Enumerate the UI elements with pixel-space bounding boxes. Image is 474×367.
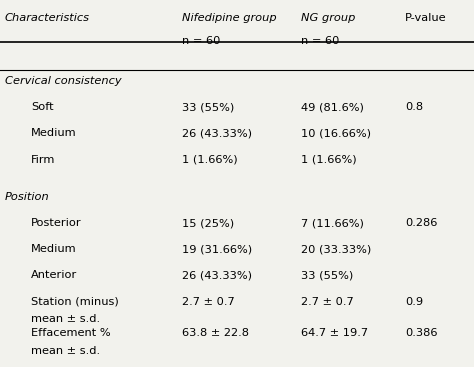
Text: Station (minus): Station (minus) — [31, 297, 118, 306]
Text: Effacement %: Effacement % — [31, 328, 110, 338]
Text: 33 (55%): 33 (55%) — [182, 102, 235, 112]
Text: Nifedipine group: Nifedipine group — [182, 13, 277, 23]
Text: 2.7 ± 0.7: 2.7 ± 0.7 — [301, 297, 354, 306]
Text: Firm: Firm — [31, 155, 55, 164]
Text: n = 60: n = 60 — [301, 36, 339, 46]
Text: 15 (25%): 15 (25%) — [182, 218, 235, 228]
Text: Cervical consistency: Cervical consistency — [5, 76, 121, 86]
Text: Medium: Medium — [31, 128, 76, 138]
Text: 0.386: 0.386 — [405, 328, 438, 338]
Text: 64.7 ± 19.7: 64.7 ± 19.7 — [301, 328, 368, 338]
Text: 20 (33.33%): 20 (33.33%) — [301, 244, 371, 254]
Text: 0.8: 0.8 — [405, 102, 423, 112]
Text: 26 (43.33%): 26 (43.33%) — [182, 128, 253, 138]
Text: 0.286: 0.286 — [405, 218, 438, 228]
Text: 0.9: 0.9 — [405, 297, 423, 306]
Text: 49 (81.6%): 49 (81.6%) — [301, 102, 364, 112]
Text: 7 (11.66%): 7 (11.66%) — [301, 218, 364, 228]
Text: 63.8 ± 22.8: 63.8 ± 22.8 — [182, 328, 249, 338]
Text: Soft: Soft — [31, 102, 54, 112]
Text: 1 (1.66%): 1 (1.66%) — [182, 155, 238, 164]
Text: 10 (16.66%): 10 (16.66%) — [301, 128, 371, 138]
Text: 33 (55%): 33 (55%) — [301, 270, 353, 280]
Text: Medium: Medium — [31, 244, 76, 254]
Text: Posterior: Posterior — [31, 218, 82, 228]
Text: mean ± s.d.: mean ± s.d. — [31, 346, 100, 356]
Text: Position: Position — [5, 192, 49, 202]
Text: n = 60: n = 60 — [182, 36, 221, 46]
Text: P-value: P-value — [405, 13, 447, 23]
Text: 2.7 ± 0.7: 2.7 ± 0.7 — [182, 297, 235, 306]
Text: 1 (1.66%): 1 (1.66%) — [301, 155, 356, 164]
Text: Anterior: Anterior — [31, 270, 77, 280]
Text: 26 (43.33%): 26 (43.33%) — [182, 270, 253, 280]
Text: 19 (31.66%): 19 (31.66%) — [182, 244, 253, 254]
Text: mean ± s.d.: mean ± s.d. — [31, 314, 100, 324]
Text: Characteristics: Characteristics — [5, 13, 90, 23]
Text: NG group: NG group — [301, 13, 356, 23]
